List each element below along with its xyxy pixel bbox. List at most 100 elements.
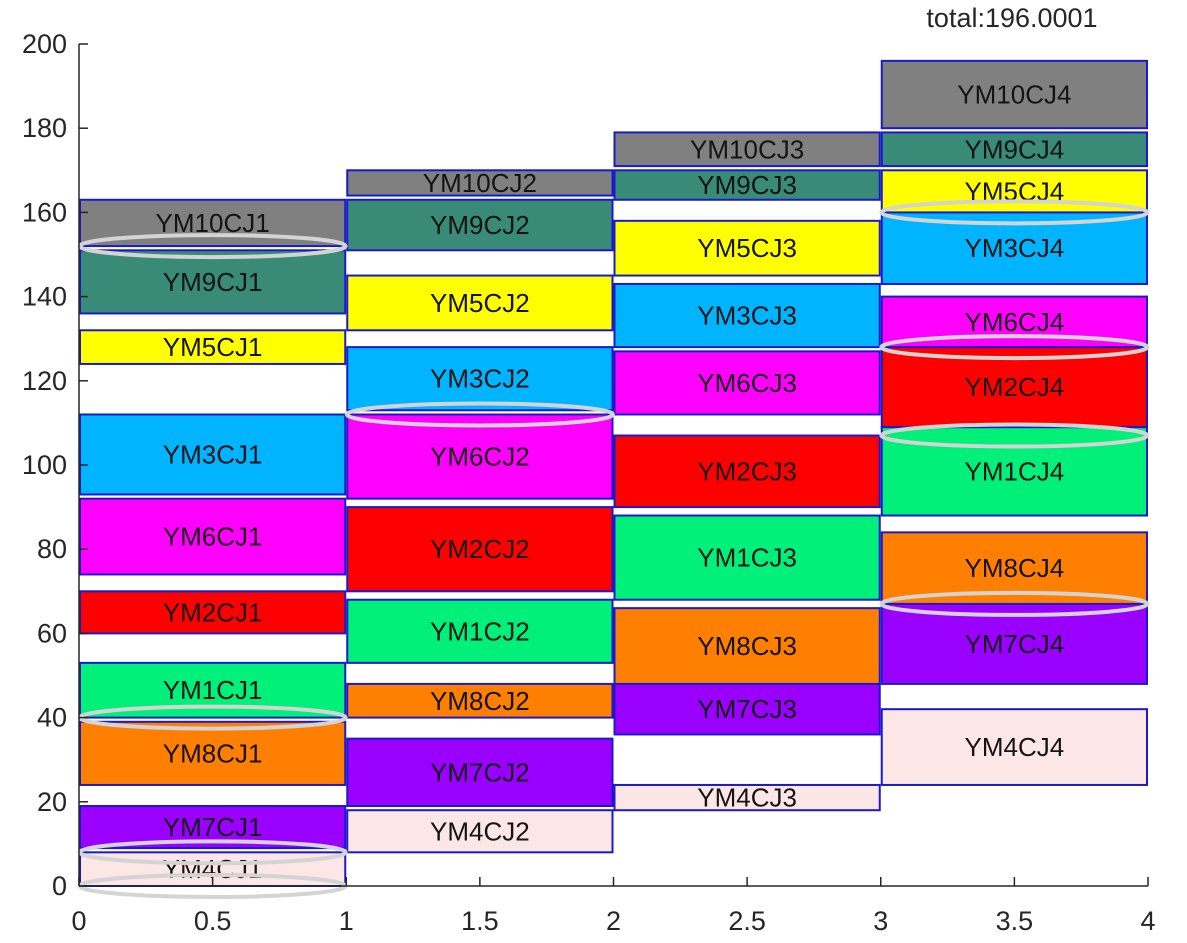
- block-ym6cj3: [613, 350, 881, 416]
- block-ym1cj2: [346, 598, 614, 664]
- block-label-ym7cj3: YM7CJ3: [697, 694, 797, 724]
- block-label-ym4cj4: YM4CJ4: [965, 732, 1065, 762]
- block-ym5cj3: [613, 219, 881, 277]
- block-label-ym6cj3: YM6CJ3: [697, 368, 797, 398]
- block-label-ym1cj2: YM1CJ2: [430, 616, 530, 646]
- x-tick-label: 1.5: [461, 906, 499, 936]
- y-tick-label: 180: [22, 113, 67, 143]
- highlight-ellipse: [879, 590, 1150, 617]
- highlight-ellipse: [879, 422, 1150, 449]
- block-label-ym9cj4: YM9CJ4: [965, 134, 1065, 164]
- block-label-ym1cj4: YM1CJ4: [965, 456, 1065, 486]
- y-tick-label: 120: [22, 366, 67, 396]
- y-tick-label: 60: [37, 618, 67, 648]
- block-label-ym2cj3: YM2CJ3: [697, 456, 797, 486]
- block-ym6cj1: [79, 497, 347, 576]
- block-ym10cj2: [346, 169, 614, 197]
- block-ym9cj2: [346, 198, 614, 252]
- block-label-ym2cj1: YM2CJ1: [163, 597, 263, 627]
- y-tick-label: 40: [37, 703, 67, 733]
- y-tick-label: 140: [22, 282, 67, 312]
- block-label-ym4cj2: YM4CJ2: [430, 816, 530, 846]
- block-label-ym2cj4: YM2CJ4: [965, 372, 1065, 402]
- block-label-ym2cj2: YM2CJ2: [430, 534, 530, 564]
- axes-layer: 0 20 40 60 80 100 120 140 160 180 200 0 0.5 1 1.5 2 2.5 3…: [22, 29, 1156, 936]
- blocks-layer: YM4CJ1YM7CJ1YM8CJ1YM1CJ1YM2CJ1YM6CJ1YM3C…: [79, 59, 1148, 888]
- block-label-ym3cj4: YM3CJ4: [965, 233, 1065, 263]
- block-label-ym10cj2: YM10CJ2: [423, 168, 537, 198]
- x-tick-label: 3.5: [996, 906, 1034, 936]
- x-tick-label: 0: [71, 906, 86, 936]
- block-label-ym3cj3: YM3CJ3: [697, 301, 797, 331]
- block-label-ym6cj4: YM6CJ4: [965, 307, 1065, 337]
- column-4: YM4CJ4 YM7CJ4 YM8CJ4 YM1CJ4 YM2CJ4 YM6CJ4 YM3C…: [880, 59, 1148, 786]
- block-ym10cj4: [880, 59, 1148, 130]
- highlight-ellipse: [344, 401, 615, 428]
- highlight-ellipse: [879, 199, 1150, 226]
- block-ym7cj2: [346, 737, 614, 808]
- x-tick-label: 0.5: [194, 906, 232, 936]
- block-ym6cj2: [346, 413, 614, 500]
- block-label-ym7cj2: YM7CJ2: [430, 757, 530, 787]
- block-ym5cj2: [346, 274, 614, 332]
- block-label-ym6cj2: YM6CJ2: [430, 442, 530, 472]
- y-tick-label: 160: [22, 197, 67, 227]
- highlight-ellipse: [879, 334, 1150, 361]
- block-ym3cj2: [346, 346, 614, 412]
- y-tick-label: 80: [37, 534, 67, 564]
- block-label-ym7cj4: YM7CJ4: [965, 629, 1065, 659]
- y-tick-label: 100: [22, 450, 67, 480]
- block-ym10cj3: [613, 131, 881, 168]
- block-label-ym3cj2: YM3CJ2: [430, 364, 530, 394]
- column-1: YM4CJ1YM7CJ1YM8CJ1YM1CJ1YM2CJ1YM6CJ1YM3C…: [79, 198, 347, 888]
- block-ym3cj1: [79, 413, 347, 496]
- block-label-ym1cj3: YM1CJ3: [697, 543, 797, 573]
- x-tick-label: 3: [873, 906, 888, 936]
- block-label-ym8cj2: YM8CJ2: [430, 686, 530, 716]
- block-label-ym6cj1: YM6CJ1: [163, 522, 263, 552]
- block-label-ym9cj2: YM9CJ2: [430, 210, 530, 240]
- x-tick-label: 1: [339, 906, 354, 936]
- block-ym4cj3: [613, 783, 881, 812]
- y-tick-label: 20: [37, 787, 67, 817]
- y-tick-label: 0: [52, 871, 67, 901]
- block-ym9cj3: [613, 169, 881, 201]
- block-label-ym8cj3: YM8CJ3: [697, 631, 797, 661]
- block-label-ym5cj2: YM5CJ2: [430, 288, 530, 318]
- block-ym2cj3: [613, 434, 881, 509]
- block-ym8cj3: [613, 607, 881, 685]
- block-label-ym8cj1: YM8CJ1: [163, 738, 263, 768]
- block-ym5cj1: [79, 329, 347, 365]
- column-2: YM4CJ2 YM7CJ2 YM8CJ2 YM1CJ2 YM2CJ2 YM6CJ2 YM3C…: [346, 168, 614, 854]
- total-label: total:196.0001: [926, 3, 1097, 33]
- block-label-ym5cj1: YM5CJ1: [163, 332, 263, 362]
- x-tick-label: 2.5: [728, 906, 766, 936]
- block-label-ym10cj4: YM10CJ4: [957, 80, 1071, 110]
- block-ym9cj4: [880, 131, 1148, 168]
- block-ym8cj2: [346, 682, 614, 719]
- block-label-ym4cj3: YM4CJ3: [697, 783, 797, 813]
- block-label-ym9cj1: YM9CJ1: [163, 267, 263, 297]
- x-tick-label: 4: [1140, 906, 1155, 936]
- block-label-ym5cj3: YM5CJ3: [697, 233, 797, 263]
- block-label-ym3cj1: YM3CJ1: [163, 439, 263, 469]
- block-ym4cj2: [346, 809, 614, 854]
- block-ym7cj3: [613, 682, 881, 736]
- block-ym9cj1: [79, 249, 347, 315]
- x-tick-label: 2: [606, 906, 621, 936]
- block-label-ym1cj1: YM1CJ1: [163, 675, 263, 705]
- block-label-ym7cj1: YM7CJ1: [163, 812, 263, 842]
- block-label-ym10cj1: YM10CJ1: [156, 208, 270, 238]
- column-3: YM4CJ3 YM7CJ3 YM8CJ3 YM1CJ3 YM2CJ3 YM6CJ3 YM3C…: [613, 131, 881, 813]
- block-ym8cj1: [79, 720, 347, 786]
- block-ym3cj3: [613, 282, 881, 349]
- block-ym2cj1: [79, 590, 347, 635]
- block-ym4cj4: [880, 708, 1148, 786]
- block-label-ym8cj4: YM8CJ4: [965, 553, 1065, 583]
- block-ym1cj3: [613, 514, 881, 601]
- block-ym2cj2: [346, 506, 614, 593]
- block-label-ym10cj3: YM10CJ3: [690, 134, 804, 164]
- block-label-ym9cj3: YM9CJ3: [697, 170, 797, 200]
- y-tick-label: 200: [22, 29, 67, 59]
